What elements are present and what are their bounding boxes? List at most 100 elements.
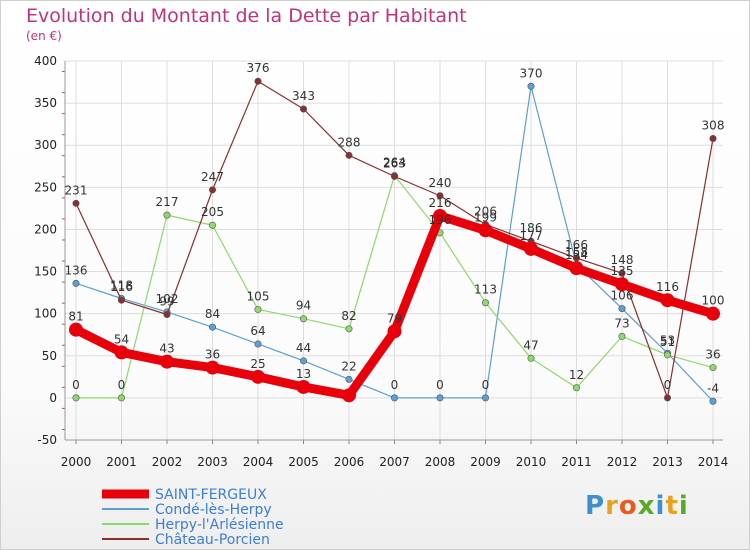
data-label: 205 [201,205,224,219]
data-point [342,388,356,403]
data-label: 376 [247,61,270,75]
data-label: 116 [110,280,133,294]
chart-title: Evolution du Montant de la Dette par Hab… [26,5,467,27]
data-point [163,211,171,219]
data-point [709,364,717,372]
data-point [527,354,535,362]
data-point [615,277,629,292]
y-tick-label: 250 [34,180,57,194]
data-label: 44 [296,341,311,355]
data-label: 53 [660,333,675,347]
data-point [209,186,217,194]
data-label: 0 [482,378,490,392]
data-point [524,241,538,256]
data-point [569,261,584,276]
data-label: 308 [702,118,725,132]
legend-label: Château-Porcien [155,532,270,548]
y-tick-label: 50 [42,349,57,363]
data-label: 73 [614,316,629,330]
y-tick-label: 300 [34,138,57,152]
data-point [572,384,580,392]
data-point [209,221,217,229]
x-tick-label: 2013 [652,455,683,469]
x-tick-label: 2005 [288,455,319,469]
data-label: 99 [159,295,174,309]
logo-letter: t [665,491,679,521]
data-point [296,379,311,394]
x-tick-label: 2011 [561,455,592,469]
data-point [706,306,720,321]
data-point [254,340,262,348]
data-point [390,172,398,180]
data-point [254,305,262,313]
data-label: 13 [296,367,311,381]
logo-letter: i [678,491,689,521]
data-label: 118 [110,279,133,293]
data-label: 116 [656,280,679,294]
data-point [345,375,353,383]
data-point [433,208,447,223]
data-point [163,311,171,319]
y-tick-label: 0 [49,391,57,405]
data-point [205,360,220,375]
data-label: 231 [65,183,88,197]
x-tick-label: 2007 [379,455,410,469]
y-tick-label: 350 [34,96,57,110]
data-label: 240 [429,176,452,190]
y-tick-label: -50 [37,433,57,447]
data-label: 81 [68,310,83,324]
data-point [436,192,444,200]
data-label: 264 [383,156,406,170]
x-tick-label: 2004 [243,455,274,469]
data-label: 0 [391,378,399,392]
logo-letter: r [605,491,619,521]
data-point [69,322,83,337]
data-label: 51 [660,335,675,349]
chart-unit-label: (en €) [26,29,62,43]
data-label: 136 [65,263,88,277]
data-point [254,77,262,85]
data-point [160,354,174,369]
y-tick-label: 100 [34,307,57,321]
logo-letter: x [637,491,656,521]
data-point [118,296,126,304]
x-tick-label: 2003 [197,455,228,469]
data-label: 199 [474,210,497,224]
data-label: 113 [474,283,497,297]
y-tick-label: 200 [34,222,57,236]
data-label: 64 [250,324,265,338]
data-point [390,394,398,402]
series-layer [69,77,720,405]
data-label: 25 [250,357,265,371]
x-tick-label: 2012 [607,455,638,469]
data-point [387,324,402,339]
data-point [72,279,80,287]
x-tick-label: 2014 [698,455,729,469]
x-tick-label: 2010 [516,455,547,469]
data-label: 106 [611,289,634,303]
data-point [663,394,671,402]
data-label: 79 [387,311,402,325]
data-point [709,397,717,405]
data-point [299,105,307,113]
logo-letter: P [585,491,606,521]
data-label: 102 [156,292,179,306]
data-label: 105 [247,289,270,303]
y-tick-label: 400 [34,54,57,68]
data-label: 12 [569,368,584,382]
x-tick-label: 2001 [106,455,137,469]
data-label: 0 [436,378,444,392]
data-point [299,357,307,365]
data-label: 158 [565,245,588,259]
data-label: 247 [201,170,224,184]
data-label: 148 [611,253,634,267]
legend-label: Herpy-l'Arlésienne [155,517,284,533]
x-tick-label: 2009 [470,455,501,469]
data-label: 47 [523,338,538,352]
legend: SAINT-FERGEUXCondé-lès-HerpyHerpy-l'Arlé… [102,487,284,548]
data-point [345,151,353,159]
data-label: 54 [114,332,129,346]
data-label: 177 [520,229,543,243]
x-tick-label: 2008 [425,455,456,469]
